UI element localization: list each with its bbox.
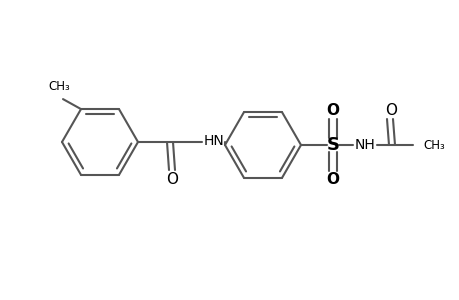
Text: S: S xyxy=(326,136,339,154)
Text: O: O xyxy=(166,172,178,187)
Text: CH₃: CH₃ xyxy=(422,139,444,152)
Text: O: O xyxy=(326,172,339,188)
Text: O: O xyxy=(326,103,339,118)
Text: O: O xyxy=(384,103,396,118)
Text: NH: NH xyxy=(354,138,375,152)
Text: HN: HN xyxy=(203,134,224,148)
Text: CH₃: CH₃ xyxy=(48,80,70,93)
